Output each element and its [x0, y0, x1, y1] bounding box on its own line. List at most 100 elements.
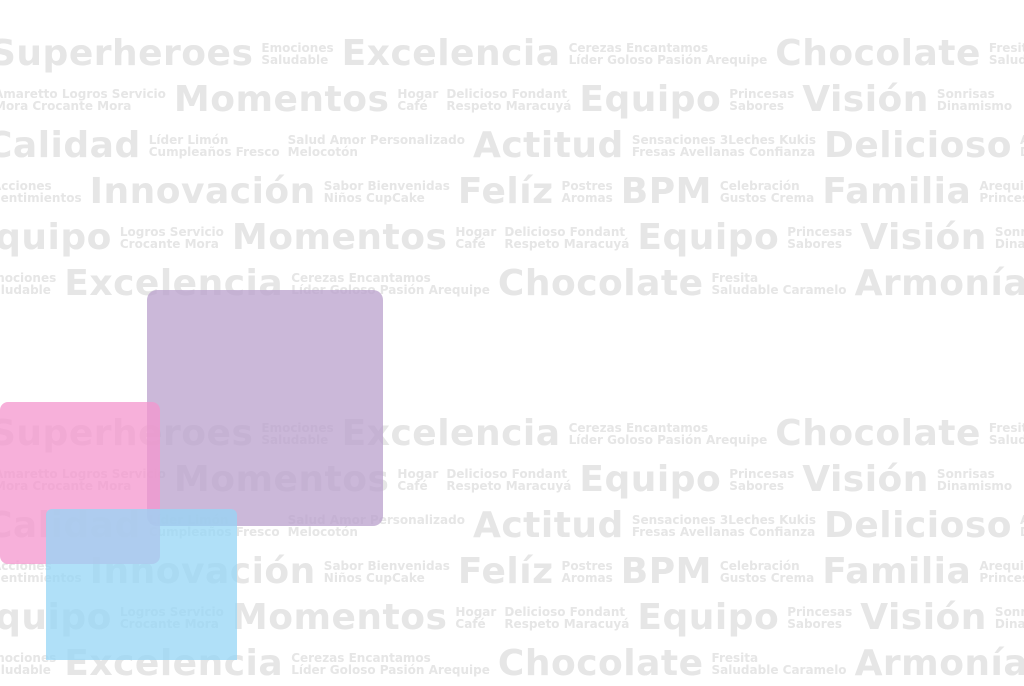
cloud-word: Equipo [637, 595, 779, 641]
cloud-small-word: Cerezas Encantamos [569, 422, 768, 434]
cloud-word: Momentos [174, 77, 389, 123]
cloud-word-stack: ArequipePrincesas [979, 180, 1024, 204]
cloud-small-word: Saludable [0, 664, 56, 676]
cloud-word: Armonía [855, 261, 1024, 307]
cloud-small-word: Dinamismo [937, 100, 1012, 112]
cloud-small-word: Cerezas Encantamos [291, 652, 490, 664]
cloud-small-word: Gustos Crema [720, 572, 814, 584]
cloud-small-word: Princesas [979, 572, 1024, 584]
cloud-small-word: Delicioso Fondant [446, 468, 571, 480]
cloud-small-word: Sabores [787, 238, 852, 250]
cloud-small-word: Sabores [729, 480, 794, 492]
cloud-word-stack: AccionesSentimientos [0, 180, 82, 204]
cloud-word: Equipo [637, 215, 779, 261]
cloud-word: Momentos [232, 215, 447, 261]
cloud-small-word: Fresita [989, 42, 1024, 54]
cloud-small-word: Niños CupCake [324, 572, 450, 584]
cloud-small-word: Café [397, 480, 438, 492]
cloud-small-word: Cumpleaños Fresco [149, 146, 280, 158]
cloud-word: Chocolate [775, 411, 981, 457]
cloud-word: Calidad [0, 123, 141, 169]
cloud-small-word: Princesas [979, 192, 1024, 204]
cloud-small-word: Sensaciones 3Leches Kukis [632, 134, 816, 146]
cloud-small-word: Arequipe [979, 180, 1024, 192]
cloud-small-word: Saludable [261, 54, 333, 66]
cloud-small-word: Café [455, 238, 496, 250]
cloud-small-word: Líder Goloso Pasión Arequipe [569, 54, 768, 66]
cloud-small-word: Sabores [787, 618, 852, 630]
word-cloud-row: AccionesSentimientos Innovación Sabor Bien… [0, 168, 1016, 214]
cloud-small-word: Emociones [0, 272, 56, 284]
cloud-small-word: Aromas [562, 572, 613, 584]
cloud-small-word: Princesas [729, 88, 794, 100]
cloud-small-word: Fresita [712, 652, 847, 664]
cloud-word: Visión [860, 595, 987, 641]
cloud-small-word: Hogar [397, 88, 438, 100]
cloud-small-word: Líder Goloso Pasión Arequipe [569, 434, 768, 446]
cloud-small-word: Fresita [712, 272, 847, 284]
cloud-word: Equipo [0, 215, 112, 261]
cloud-small-word: Líder Limón [149, 134, 280, 146]
cloud-word: Felíz [458, 549, 554, 595]
cloud-word: Visión [802, 77, 929, 123]
cloud-small-word: Crocante Mora [120, 238, 224, 250]
cloud-small-word: Sabor Bienvenidas [324, 560, 450, 572]
cloud-small-word: Dinamismo [937, 480, 1012, 492]
cloud-small-word: Salud Amor Personalizado [288, 134, 465, 146]
cloud-word: Innovación [90, 169, 316, 215]
cloud-small-word: Melocotón [288, 526, 465, 538]
cloud-word: Delicioso [824, 503, 1012, 549]
blue-square [46, 509, 237, 660]
cloud-small-word: Sonrisas [937, 88, 1012, 100]
cloud-small-word: Gustos Crema [720, 192, 814, 204]
cloud-small-word: Café [455, 618, 496, 630]
cloud-small-word: Amaretto Logros Servicio [0, 88, 166, 100]
cloud-word: Chocolate [498, 641, 704, 686]
cloud-small-word: Sabor Bienvenidas [324, 180, 450, 192]
cloud-word: Felíz [458, 169, 554, 215]
cloud-small-word: Saludable Caramelo [712, 284, 847, 296]
cloud-word-stack: Almendras InolvidableDiversión Confiable [1020, 514, 1024, 538]
cloud-word: Chocolate [498, 261, 704, 307]
cloud-word: BPM [621, 549, 712, 595]
cloud-small-word: Diversión Confiable [1020, 526, 1024, 538]
cloud-word: Visión [860, 215, 987, 261]
cloud-small-word: Aromas [562, 192, 613, 204]
cloud-small-word: Cerezas Encantamos [291, 272, 490, 284]
cloud-word: Superheroes [0, 31, 253, 77]
cloud-small-word: Postres [562, 180, 613, 192]
cloud-small-word: Saludable Caramelo [989, 54, 1024, 66]
cloud-word-stack: ArequipePrincesas [979, 560, 1024, 584]
cloud-small-word: Emociones [261, 42, 333, 54]
cloud-small-word: Saludable Caramelo [989, 434, 1024, 446]
cloud-small-word: Fresita [989, 422, 1024, 434]
cloud-word: Familia [822, 169, 971, 215]
cloud-small-word: Hogar [455, 606, 496, 618]
cloud-small-word: Café [397, 100, 438, 112]
